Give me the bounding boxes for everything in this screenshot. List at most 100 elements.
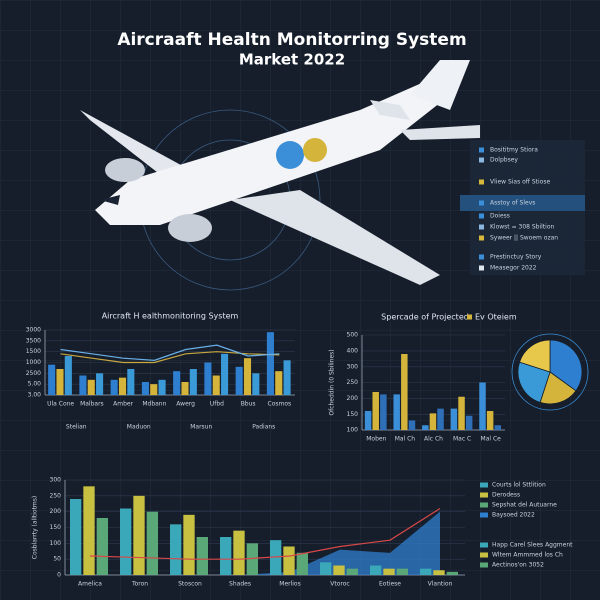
- x-tick-label: Vlantion: [428, 581, 453, 588]
- x-tick-label: Amber: [113, 401, 133, 408]
- bar: [420, 568, 432, 575]
- legend-label: Wltem Ammmed los Ch: [492, 552, 563, 559]
- x-tick-label: Merlios: [279, 581, 300, 588]
- x-tick-label: Bbus: [241, 401, 256, 408]
- pie-ring: [511, 333, 589, 411]
- legend-swatch: [479, 200, 484, 206]
- legend-label: Doiess: [490, 213, 510, 220]
- y-tick-label: 1000: [26, 359, 41, 366]
- bar: [422, 425, 429, 430]
- y-tick-label: 2500: [26, 370, 41, 377]
- bar: [196, 537, 208, 575]
- bar: [246, 543, 258, 575]
- y-tick-label: 1500: [26, 348, 41, 355]
- bar: [380, 394, 387, 430]
- legend-swatch: [480, 562, 488, 568]
- legend-label: Vliew Sias off Stiose: [490, 179, 550, 186]
- y-tick-label: 0: [57, 572, 61, 579]
- airplane: [80, 60, 480, 291]
- legend-swatch: [479, 147, 484, 153]
- legend-label: Syweer || Swoem ozan: [490, 235, 558, 242]
- bar: [396, 568, 408, 575]
- x-tick-label: Amelica: [78, 581, 102, 588]
- bar: [393, 394, 400, 430]
- legend-label: Baysoed 2022: [492, 512, 535, 519]
- bar: [212, 375, 220, 395]
- pie-slice: [517, 361, 551, 403]
- legend-swatch: [480, 552, 488, 558]
- x-tick-label: Eotiese: [379, 581, 401, 588]
- bar: [110, 379, 118, 395]
- bar: [235, 366, 243, 395]
- bar: [486, 411, 494, 430]
- bar: [173, 371, 181, 395]
- y-axis-label: Ofcheddin (0 Sbilines): [329, 349, 336, 415]
- bar: [233, 530, 245, 575]
- bar: [372, 392, 379, 430]
- bar: [465, 415, 473, 430]
- bar: [275, 371, 283, 395]
- legend-swatch: [467, 314, 472, 320]
- legend-swatch: [480, 542, 488, 548]
- bar: [170, 524, 182, 575]
- bar: [458, 396, 465, 430]
- bar: [96, 373, 104, 395]
- legend-swatch: [480, 512, 488, 518]
- x-tick-label: Mdbann: [142, 401, 166, 408]
- bar: [204, 362, 212, 395]
- bar: [450, 408, 458, 430]
- pie-slice: [539, 371, 577, 405]
- x-tick-label: Toron: [131, 581, 148, 588]
- bar: [70, 499, 82, 575]
- x-tick-label: Mal Ce: [481, 436, 502, 443]
- y-tick-label: 3500: [26, 337, 41, 344]
- legend-label: Happ Carel Slees Aggment: [492, 542, 573, 549]
- x-tick-label: Moben: [366, 436, 386, 443]
- x-tick-label: Vtoroc: [330, 581, 349, 588]
- bar: [283, 546, 295, 575]
- legend-swatch: [479, 157, 484, 163]
- legend-swatch: [480, 492, 488, 498]
- bar: [120, 508, 132, 575]
- pie-slice: [549, 339, 583, 392]
- bar: [283, 360, 291, 395]
- bar: [446, 571, 458, 575]
- x-tick-label: Mal Ch: [395, 436, 416, 443]
- legend-label: Ev Oteiem: [475, 313, 517, 322]
- y-tick-label: 3000: [26, 327, 41, 334]
- x-tick-label: Shades: [229, 581, 251, 588]
- bar: [127, 369, 135, 395]
- chart-title: Spercade of Projected: [381, 313, 469, 322]
- y-tick-label: 3.00: [28, 392, 42, 399]
- x-tick-label: Alc Ch: [424, 436, 443, 443]
- legend-label: Measegor 2022: [490, 265, 537, 272]
- legend-highlight: [460, 195, 585, 211]
- legend-label: Asstoy of Slevs: [490, 200, 535, 207]
- y-tick-label: 400: [347, 347, 359, 354]
- bar: [79, 375, 87, 395]
- legend-swatch: [479, 265, 484, 271]
- legend-swatch: [480, 482, 488, 488]
- x-tick-label: Ufbd: [210, 401, 224, 408]
- legend-swatch: [479, 235, 484, 241]
- y-tick-label: 150: [50, 524, 62, 531]
- line: [89, 507, 441, 560]
- bar: [96, 518, 108, 575]
- bar: [320, 562, 332, 575]
- y-tick-label: 200: [347, 395, 359, 402]
- group-label: Marsun: [190, 424, 212, 431]
- bar: [141, 382, 149, 395]
- bar: [48, 364, 56, 395]
- pie-slice: [519, 339, 551, 373]
- legend-label: Sepshat del Autuarne: [492, 502, 557, 509]
- y-tick-label: 500: [347, 332, 359, 339]
- bar: [252, 373, 260, 395]
- legend-label: Prestinctuy Story: [490, 254, 542, 261]
- y-tick-label: 250: [347, 379, 359, 386]
- bar: [437, 408, 444, 430]
- legend-label: Aectinos'on 3052: [492, 562, 544, 569]
- legend-label: Dolpbsey: [490, 157, 518, 164]
- x-tick-label: Cosmos: [268, 401, 292, 408]
